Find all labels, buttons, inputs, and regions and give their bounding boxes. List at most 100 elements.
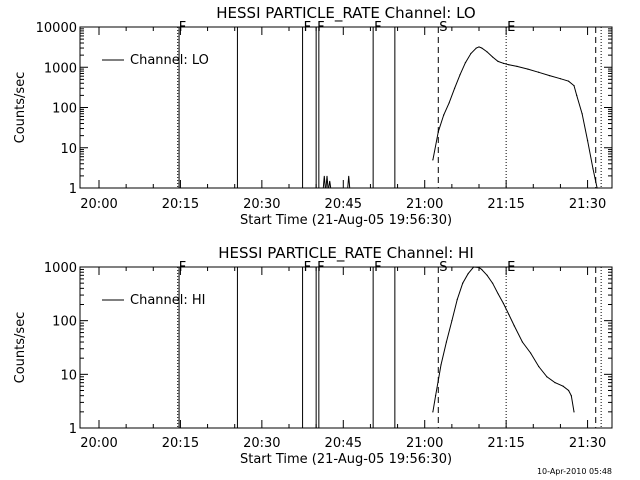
- y-axis-label: Counts/sec: [13, 72, 28, 144]
- y-tick-label: 100: [52, 102, 77, 117]
- event-marker-label: F: [179, 20, 186, 35]
- data-point: [529, 352, 532, 354]
- data-point: [497, 60, 499, 62]
- y-tick-label: 1: [69, 422, 77, 437]
- plot-frame: [79, 266, 613, 429]
- data-point: [548, 75, 551, 77]
- data-point: [470, 52, 472, 55]
- event-marker-label: E: [507, 260, 515, 275]
- y-tick-label: 1000: [44, 61, 77, 76]
- x-tick-label: 21:30: [569, 197, 606, 212]
- data-point: [486, 51, 488, 53]
- x-tick-label: 21:00: [406, 436, 443, 451]
- data-point: [596, 187, 598, 189]
- x-axis-label: Start Time (21-Aug-05 19:56:30): [240, 213, 452, 228]
- x-tick-label: 21:15: [487, 436, 524, 451]
- x-tick-label: 20:30: [243, 197, 280, 212]
- count-spike: [347, 175, 351, 189]
- data-point: [486, 274, 488, 276]
- count-spike: [328, 180, 332, 189]
- y-tick-label: 10: [60, 142, 77, 157]
- event-marker-label: F: [304, 260, 311, 275]
- event-marker-label: F: [179, 260, 186, 275]
- event-marker-label: F: [374, 20, 381, 35]
- y-tick-label: 10000: [36, 21, 77, 36]
- data-point: [478, 46, 480, 48]
- x-tick-label: 20:15: [162, 197, 199, 212]
- data-point: [538, 365, 540, 368]
- generation-timestamp: 10-Apr-2010 05:48: [537, 467, 612, 476]
- data-point: [432, 411, 434, 413]
- data-point: [451, 320, 453, 322]
- data-point: [462, 282, 464, 284]
- data-point: [467, 273, 469, 275]
- data-point: [491, 282, 494, 284]
- data-point: [491, 56, 494, 58]
- plot-frame: [79, 26, 613, 189]
- x-tick-label: 21:30: [569, 436, 606, 451]
- data-point: [576, 94, 578, 96]
- data-point: [508, 64, 510, 66]
- event-marker-label: F: [304, 20, 311, 35]
- x-tick-label: 20:15: [162, 436, 199, 451]
- data-point: [437, 131, 439, 133]
- data-point: [573, 85, 575, 87]
- data-point: [508, 313, 510, 316]
- data-point: [481, 47, 483, 49]
- x-tick-label: 20:45: [325, 436, 362, 451]
- x-tick-label: 21:15: [487, 197, 524, 212]
- count-spike: [325, 175, 329, 189]
- event-marker-label: F: [317, 260, 324, 275]
- data-point: [432, 159, 434, 161]
- data-series-line: [432, 46, 598, 189]
- x-tick-label: 20:00: [80, 197, 117, 212]
- x-tick-label: 21:00: [406, 197, 443, 212]
- data-point: [443, 114, 445, 116]
- chart-title: HESSI PARTICLE_RATE Channel: HI: [218, 244, 474, 263]
- count-spike: [322, 175, 326, 189]
- data-point: [567, 389, 570, 392]
- data-point: [459, 74, 461, 76]
- data-point: [527, 68, 529, 70]
- y-tick-label: 1000: [44, 261, 77, 276]
- data-point: [497, 292, 499, 295]
- data-point: [478, 266, 480, 269]
- data-point: [581, 113, 583, 115]
- x-tick-label: 20:00: [80, 436, 117, 451]
- data-point: [445, 341, 448, 343]
- x-tick-label: 20:45: [325, 197, 362, 212]
- legend-label: Channel: LO: [130, 53, 209, 68]
- event-marker-label: S: [439, 20, 447, 35]
- data-point: [434, 395, 437, 397]
- data-point: [481, 268, 483, 271]
- data-point: [475, 47, 477, 49]
- y-tick-label: 100: [52, 315, 77, 330]
- data-point: [513, 325, 515, 327]
- y-axis-label: Counts/sec: [13, 312, 28, 384]
- event-marker-label: F: [374, 260, 381, 275]
- y-tick-label: 1: [69, 182, 77, 197]
- data-point: [570, 395, 572, 397]
- data-point: [521, 341, 524, 343]
- data-point: [472, 266, 475, 268]
- data-point: [440, 364, 442, 366]
- data-point: [538, 71, 540, 73]
- data-point: [586, 140, 589, 142]
- data-point: [464, 62, 467, 64]
- data-point: [448, 102, 450, 104]
- data-point: [516, 65, 518, 67]
- data-point: [573, 411, 575, 413]
- hi-channel-panel: HESSI PARTICLE_RATE Channel: HI 20:00 20:1…: [13, 244, 613, 467]
- data-series-line: [432, 266, 575, 412]
- data-point: [453, 87, 456, 89]
- data-point: [592, 168, 594, 170]
- chart-title: HESSI PARTICLE_RATE Channel: LO: [216, 4, 475, 23]
- data-point: [567, 80, 570, 82]
- data-point: [554, 382, 556, 384]
- data-point: [502, 302, 505, 304]
- data-point: [562, 385, 564, 387]
- data-point: [559, 78, 562, 80]
- data-point: [456, 298, 458, 300]
- data-point: [502, 62, 505, 64]
